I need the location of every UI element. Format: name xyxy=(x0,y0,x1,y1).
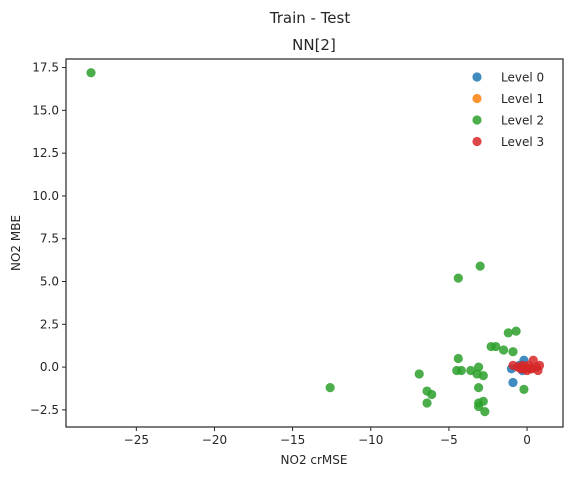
data-point-level-0 xyxy=(508,377,518,388)
x-axis-label: NO2 crMSE xyxy=(281,453,348,467)
y-tick-label: 17.5 xyxy=(32,61,59,75)
x-axis-ticks: −25 −20 −15 −10 −5 0 xyxy=(124,427,531,447)
y-axis-label: NO2 MBE xyxy=(9,215,23,271)
data-point-level-2 xyxy=(508,347,518,357)
data-point-level-2 xyxy=(422,398,432,408)
legend-marker xyxy=(472,136,482,147)
data-point-level-2 xyxy=(511,326,521,336)
legend-marker xyxy=(472,115,482,125)
y-tick-label: 12.5 xyxy=(32,146,59,160)
legend-marker xyxy=(472,93,482,104)
data-point-level-2 xyxy=(453,273,463,283)
data-point-level-2 xyxy=(503,328,513,338)
data-point-level-2 xyxy=(486,341,496,352)
x-tick-label: −10 xyxy=(358,433,383,447)
legend: Level 0 Level 1 Level 2 Level 3 xyxy=(472,71,544,149)
data-point-level-2 xyxy=(453,353,463,364)
y-tick-label: 5.0 xyxy=(40,275,59,289)
x-tick-label: −15 xyxy=(280,433,305,447)
data-point-level-2 xyxy=(474,362,484,372)
data-point-level-2 xyxy=(414,369,424,379)
data-point-level-2 xyxy=(475,261,485,271)
y-axis-ticks: −2.5 0.0 2.5 5.0 7.5 10.0 12.5 15.0 17.5 xyxy=(30,61,66,417)
data-point-level-2 xyxy=(499,345,509,355)
data-point-level-3 xyxy=(527,364,537,374)
data-point-level-2 xyxy=(478,371,488,381)
x-tick-label: −20 xyxy=(202,433,227,447)
plot-frame xyxy=(65,58,564,428)
y-tick-label: 2.5 xyxy=(40,317,59,331)
y-tick-label: 7.5 xyxy=(40,232,59,246)
chart-title: NN[2] xyxy=(292,36,336,54)
y-tick-label: 0.0 xyxy=(40,360,59,374)
data-point-level-2 xyxy=(86,68,96,78)
data-point-level-2 xyxy=(474,383,484,393)
data-point-level-2 xyxy=(519,384,529,394)
data-point-level-2 xyxy=(480,406,490,417)
legend-label: Level 3 xyxy=(501,135,544,149)
legend-marker xyxy=(472,72,482,82)
y-tick-label: 15.0 xyxy=(32,103,59,117)
legend-label: Level 0 xyxy=(501,71,544,85)
x-tick-label: −5 xyxy=(440,433,458,447)
data-point-level-2 xyxy=(456,365,467,376)
x-tick-label: 0 xyxy=(523,433,531,447)
chart-suptitle: Train - Test xyxy=(269,9,351,27)
plot-marks xyxy=(86,68,545,417)
x-tick-label: −25 xyxy=(124,433,149,447)
data-point-level-2 xyxy=(427,389,437,400)
y-tick-label: 10.0 xyxy=(32,189,59,203)
legend-label: Level 1 xyxy=(501,92,544,106)
data-point-level-2 xyxy=(474,401,484,412)
y-tick-label: −2.5 xyxy=(30,403,59,417)
legend-label: Level 2 xyxy=(501,114,544,128)
data-point-level-2 xyxy=(325,383,335,393)
